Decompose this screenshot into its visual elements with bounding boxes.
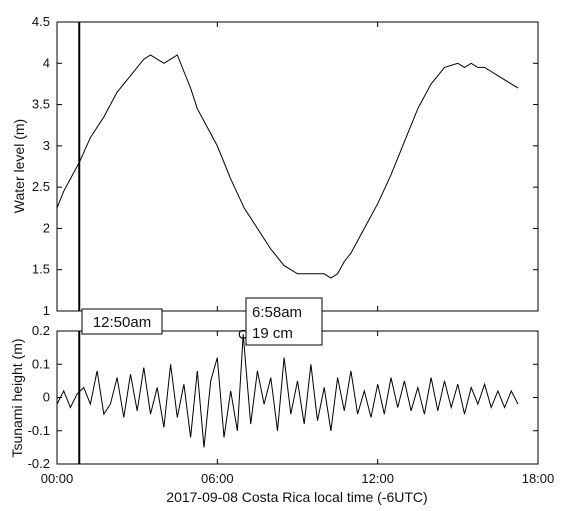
tsunami-height-y-axis-label: Tsunami height (m)	[9, 338, 25, 457]
water-level-y-tick-label: 2.5	[32, 179, 50, 194]
water-level-y-tick-label: 3	[43, 138, 50, 153]
water-level-y-tick-label: 2	[43, 220, 50, 235]
time-x-tick-label: 06:00	[201, 471, 234, 486]
water-level-y-tick-label: 4.5	[32, 14, 50, 29]
time-x-tick-label: 00:00	[41, 471, 74, 486]
time-x-axis-label: 2017-09-08 Costa Rica local time (-6UTC)	[166, 489, 427, 505]
time-x-ticks: 00:00 06:00 12:00 18:00	[41, 331, 555, 486]
water-level-panel: 1 1.5 2 2.5 3 3.5 4 4.5 Water level (m)	[11, 14, 539, 318]
start-time-box	[81, 308, 163, 335]
water-level-y-tick-label: 1.5	[32, 262, 50, 277]
water-level-series-line	[56, 54, 519, 279]
water-level-y-tick-label: 4	[43, 55, 50, 70]
time-x-tick-label: 12:00	[361, 471, 394, 486]
start-time-annotation: 12:50am	[81, 308, 163, 335]
peak-annotation: 6:58am 19 cm	[245, 297, 323, 346]
tsunami-height-y-tick-label: 0.2	[32, 323, 50, 338]
peak-time-text: 6:58am	[252, 304, 302, 321]
tsunami-height-y-tick-label: 0	[43, 390, 50, 405]
peak-height-text: 19 cm	[252, 325, 293, 342]
water-level-y-tick-label: 1	[43, 303, 50, 318]
time-x-tick-label: 18:00	[522, 471, 555, 486]
tsunami-height-series-line	[56, 334, 519, 448]
start-time-text: 12:50am	[93, 314, 151, 331]
water-level-plot-frame	[56, 21, 539, 312]
tsunami-height-y-tick-label: -0.2	[28, 456, 50, 471]
water-level-y-axis-label: Water level (m)	[11, 119, 27, 213]
tsunami-height-y-tick-label: -0.1	[28, 423, 50, 438]
tsunami-height-y-tick-label: 0.1	[32, 356, 50, 371]
water-level-y-tick-label: 3.5	[32, 97, 50, 112]
tsunami-height-y-ticks: -0.2 -0.1 0 0.1 0.2	[28, 323, 538, 471]
tsunami-height-plot-frame	[56, 330, 539, 465]
tsunami-height-panel: -0.2 -0.1 0 0.1 0.2 00:00 06:00 12:00 18:00 Tsu…	[9, 323, 554, 505]
peak-annotation-box	[245, 297, 323, 346]
water-level-y-ticks: 1 1.5 2 2.5 3 3.5 4 4.5	[32, 14, 539, 318]
